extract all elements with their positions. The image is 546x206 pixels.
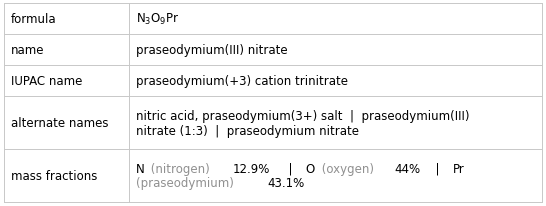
Text: IUPAC name: IUPAC name (11, 75, 82, 88)
Text: praseodymium(III) nitrate: praseodymium(III) nitrate (136, 44, 287, 57)
Text: (nitrogen): (nitrogen) (147, 162, 213, 175)
Text: alternate names: alternate names (11, 117, 109, 130)
Text: 12.9%: 12.9% (233, 162, 270, 175)
Text: name: name (11, 44, 45, 57)
Text: O: O (306, 162, 315, 175)
Text: |: | (429, 162, 447, 175)
Text: praseodymium(+3) cation trinitrate: praseodymium(+3) cation trinitrate (136, 75, 348, 88)
Text: N: N (136, 162, 145, 175)
Text: Pr: Pr (453, 162, 465, 175)
Text: 43.1%: 43.1% (267, 177, 304, 190)
Text: 44%: 44% (395, 162, 421, 175)
Text: nitrate (1:3)  |  praseodymium nitrate: nitrate (1:3) | praseodymium nitrate (136, 124, 359, 137)
Text: nitric acid, praseodymium(3+) salt  |  praseodymium(III): nitric acid, praseodymium(3+) salt | pra… (136, 109, 470, 122)
Text: N$_3$O$_9$Pr: N$_3$O$_9$Pr (136, 12, 179, 27)
Text: (oxygen): (oxygen) (318, 162, 377, 175)
Text: formula: formula (11, 13, 57, 26)
Text: mass fractions: mass fractions (11, 169, 97, 182)
Text: |: | (281, 162, 300, 175)
Text: (praseodymium): (praseodymium) (136, 177, 238, 190)
